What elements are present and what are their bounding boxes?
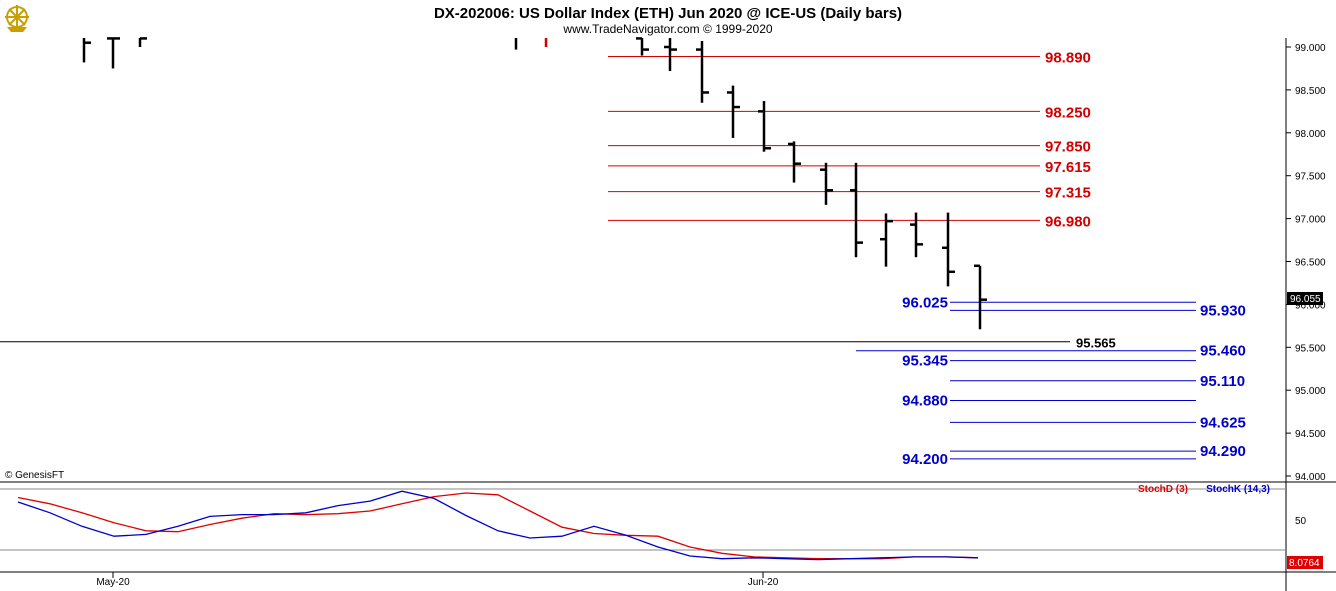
price-tick-label: 98.000 (1295, 129, 1326, 140)
level-label-support: 94.200 (902, 451, 948, 468)
level-label-support: 94.625 (1200, 414, 1246, 431)
last-price-badge (1287, 292, 1323, 305)
price-tick-label: 94.500 (1295, 429, 1326, 440)
price-axis: 99.000 98.500 98.000 97.500 97.000 96.500 96.0… (1286, 43, 1326, 483)
stochk-line (17, 490, 979, 561)
level-label-resistance: 98.890 (1045, 49, 1091, 66)
stoch-last-badge (1287, 556, 1323, 569)
legend-stochd: StochD (3) (1138, 484, 1188, 495)
levels-layer: 98.890 98.250 97.850 97.615 97.315 96.980 96.0… (0, 49, 1246, 468)
price-tick-label: 97.000 (1295, 215, 1326, 226)
price-tick-label: 99.000 (1295, 43, 1326, 54)
level-label-support: 95.930 (1200, 302, 1246, 319)
level-label-resistance: 97.850 (1045, 139, 1091, 156)
price-tick-label: 94.000 (1295, 472, 1326, 483)
price-tick-label: 95.500 (1295, 343, 1326, 354)
stochastic-panel (17, 490, 979, 561)
stoch-last-label: 8.0764 (1289, 558, 1320, 569)
price-tick-label: 95.000 (1295, 386, 1326, 397)
last-price-label: 96.055 (1290, 294, 1321, 305)
price-tick-label: 96.500 (1295, 258, 1326, 269)
stochd-line (17, 492, 979, 560)
level-label-support: 96.025 (902, 294, 948, 311)
watermark-text: © GenesisFT (5, 470, 64, 481)
level-label-support: 94.290 (1200, 443, 1246, 460)
x-tick-may: May-20 (96, 577, 130, 588)
stoch-tick-50: 50 (1295, 516, 1307, 527)
level-label-support: 95.345 (902, 353, 948, 370)
chart-title: DX-202006: US Dollar Index (ETH) Jun 202… (434, 5, 902, 22)
level-label-resistance: 97.615 (1045, 159, 1091, 176)
price-tick-label: 96.000 (1295, 300, 1326, 311)
logo-icon (5, 5, 29, 32)
price-tick-label: 98.500 (1295, 86, 1326, 97)
level-label-support: 95.460 (1200, 343, 1246, 360)
level-label-support: 94.880 (902, 392, 948, 409)
level-label-resistance: 98.250 (1045, 104, 1091, 121)
level-label-support: 95.110 (1200, 373, 1245, 390)
copyright-text: www.TradeNavigator.com © 1999-2020 (562, 22, 772, 36)
x-tick-jun: Jun-20 (748, 577, 779, 588)
legend-stochk: StochK (14,3) (1206, 484, 1270, 495)
level-label-resistance: 97.315 (1045, 185, 1091, 202)
price-tick-label: 97.500 (1295, 172, 1326, 183)
bars-layer (82, 37, 987, 330)
level-label-resistance: 96.980 (1045, 213, 1091, 230)
level-label-pivot: 95.565 (1076, 336, 1116, 351)
